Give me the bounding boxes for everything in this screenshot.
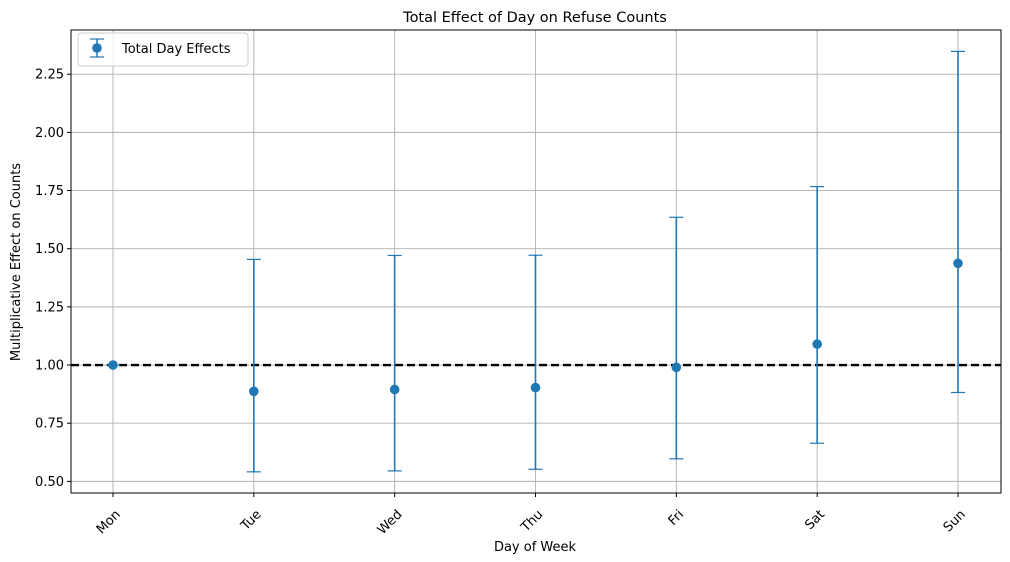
x-axis-label: Day of Week	[494, 540, 577, 555]
y-tick-label: 1.75	[35, 184, 64, 199]
x-tick-label: Wed	[375, 507, 406, 538]
y-tick-label: 0.50	[35, 475, 64, 490]
data-point	[530, 382, 541, 393]
legend-label: Total Day Effects	[121, 42, 231, 57]
x-tick-label: Thu	[518, 507, 547, 536]
legend: Total Day Effects	[77, 32, 249, 67]
y-tick-label: 2.00	[35, 126, 64, 141]
data-point	[812, 339, 822, 349]
x-tick-label: Fri	[666, 507, 688, 529]
chart-title: Total Effect of Day on Refuse Counts	[402, 10, 667, 26]
x-tick-label: Sat	[802, 507, 828, 533]
x-axis: Mon Tue Wed Thu Fri Sat Sun	[94, 493, 969, 538]
legend-marker	[90, 38, 104, 58]
y-tick-label: 1.00	[35, 359, 64, 374]
data-point	[249, 386, 259, 397]
x-tick-label: Sun	[941, 507, 969, 535]
data-point	[671, 362, 682, 373]
data-point	[389, 384, 400, 395]
y-tick-label: 1.50	[35, 242, 64, 257]
y-axis-label: Multiplicative Effect on Counts	[9, 163, 24, 361]
y-tick-label: 1.25	[35, 300, 64, 315]
y-axis: 0.50 0.75 1.00 1.25 1.50 1.75 2.00 2.25	[35, 68, 71, 490]
y-tick-label: 0.75	[35, 417, 64, 432]
x-tick-label: Tue	[238, 507, 265, 534]
data-point	[953, 258, 963, 269]
x-tick-label: Mon	[94, 507, 124, 537]
legend-box	[77, 32, 249, 67]
y-tick-label: 2.25	[35, 68, 64, 83]
series-total-day-effects	[106, 50, 965, 473]
data-point	[108, 360, 118, 370]
